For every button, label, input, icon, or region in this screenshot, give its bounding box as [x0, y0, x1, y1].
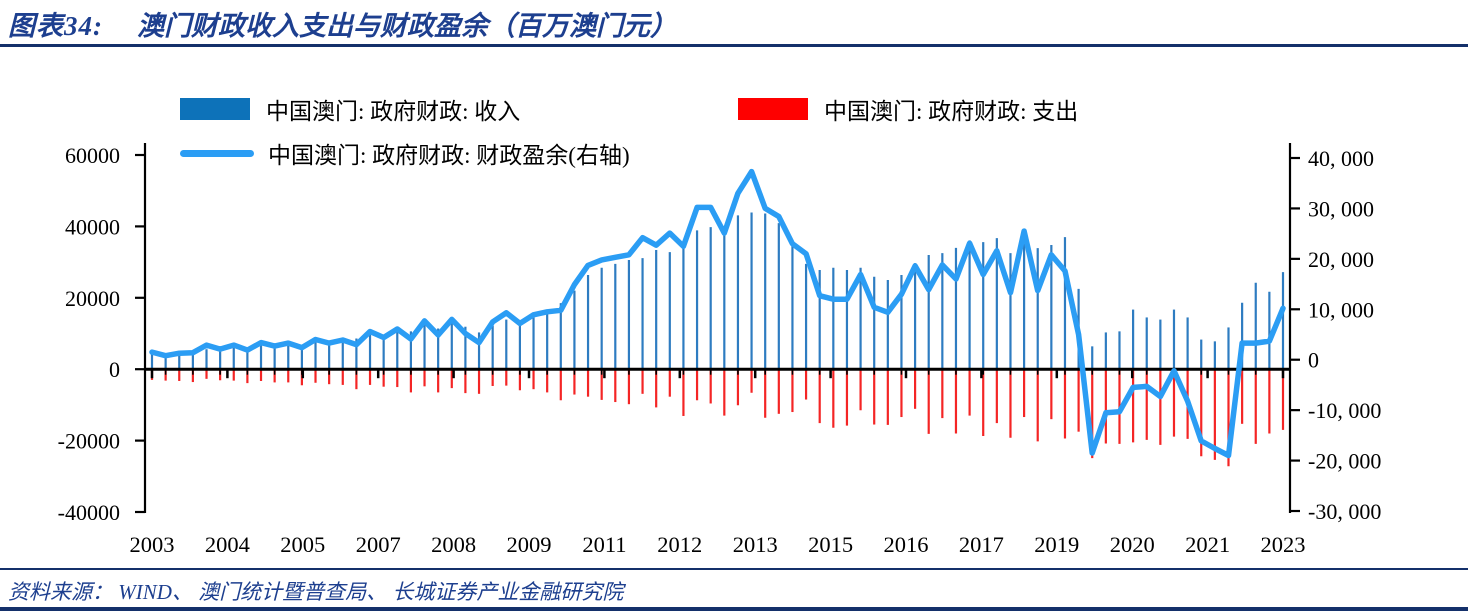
legend-item-surplus: 中国澳门: 政府财政: 财政盈余(右轴): [180, 136, 630, 170]
svg-text:2012: 2012: [657, 532, 702, 557]
svg-text:2011: 2011: [582, 532, 626, 557]
svg-text:2003: 2003: [130, 532, 175, 557]
figure-title-text: 澳门财政收入支出与财政盈余（百万澳门元）: [137, 11, 677, 41]
x-axis-ticks: [150, 369, 1285, 379]
svg-text:2016: 2016: [884, 532, 929, 557]
svg-text:2023: 2023: [1261, 532, 1306, 557]
footer-divider-rule: [0, 568, 1468, 570]
y-axis-left-labels: 60000 40000 20000 0 -20000 -40000: [58, 143, 120, 525]
combo-chart: 60000 40000 20000 0 -20000 -40000 40, 000 30, 0…: [58, 143, 1381, 557]
svg-text:0: 0: [109, 357, 120, 382]
expenditure-bars: [150, 369, 1285, 467]
svg-text:2017: 2017: [959, 532, 1004, 557]
svg-text:40000: 40000: [65, 214, 120, 239]
svg-text:2005: 2005: [280, 532, 325, 557]
svg-text:-20000: -20000: [58, 429, 120, 454]
svg-text:2008: 2008: [431, 532, 476, 557]
bottom-border-rule: [0, 607, 1468, 611]
legend-item-expenditure: 中国澳门: 政府财政: 支出: [738, 92, 1078, 126]
y-axis-right-labels: 40, 000 30, 000 20, 000 10, 000 0 -10, 000 -20…: [1308, 146, 1381, 524]
figure-number-label: 图表34:: [8, 11, 103, 41]
source-note: 资料来源： WIND、 澳门统计暨普查局、 长城证券产业金融研究院: [8, 580, 624, 604]
svg-text:10, 000: 10, 000: [1308, 297, 1374, 322]
legend-label-revenue: 中国澳门: 政府财政: 收入: [266, 99, 521, 124]
svg-text:40, 000: 40, 000: [1308, 146, 1374, 171]
svg-text:2020: 2020: [1110, 532, 1155, 557]
legend-item-revenue: 中国澳门: 政府财政: 收入: [180, 92, 520, 126]
axes: [135, 143, 1300, 514]
svg-text:2004: 2004: [205, 532, 250, 557]
legend-label-expenditure: 中国澳门: 政府财政: 支出: [824, 99, 1079, 124]
legend-label-surplus: 中国澳门: 政府财政: 财政盈余(右轴): [268, 143, 630, 168]
svg-text:60000: 60000: [65, 143, 120, 168]
surplus-line: [149, 168, 1286, 459]
svg-text:2013: 2013: [733, 532, 778, 557]
svg-text:-10, 000: -10, 000: [1308, 398, 1381, 423]
revenue-swatch: [180, 98, 250, 120]
svg-text:2009: 2009: [507, 532, 552, 557]
svg-text:20000: 20000: [65, 286, 120, 311]
svg-text:2019: 2019: [1034, 532, 1079, 557]
title-underline-rule: [0, 44, 1468, 47]
svg-text:-30, 000: -30, 000: [1308, 499, 1381, 524]
x-axis-labels: 2003 2004 2005 2007 2008 2009 2011 2012 2013 2015…: [130, 532, 1306, 557]
svg-text:2021: 2021: [1185, 532, 1230, 557]
svg-text:-20, 000: -20, 000: [1308, 449, 1381, 474]
svg-text:20, 000: 20, 000: [1308, 247, 1374, 272]
svg-text:2007: 2007: [356, 532, 401, 557]
svg-text:2015: 2015: [808, 532, 853, 557]
svg-text:-40000: -40000: [58, 500, 120, 525]
figure-title: 图表34: 澳门财政收入支出与财政盈余（百万澳门元）: [8, 4, 1460, 43]
svg-text:30, 000: 30, 000: [1308, 196, 1374, 221]
surplus-line-swatch: [180, 149, 254, 157]
revenue-bars: [150, 212, 1285, 370]
expenditure-swatch: [738, 98, 808, 120]
svg-text:0: 0: [1308, 348, 1319, 373]
